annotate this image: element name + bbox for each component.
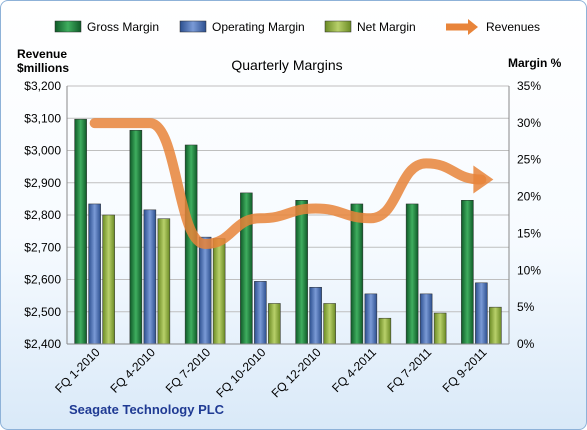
bar-gross-margin — [295, 200, 308, 345]
chart-title: Quarterly Margins — [231, 57, 342, 73]
legend-label-operating-margin: Operating Margin — [212, 20, 305, 34]
bar-net-margin — [102, 214, 115, 345]
right-tick-label: 30% — [517, 116, 541, 130]
bar-net-margin — [212, 238, 226, 345]
legend-swatch-operating-margin — [179, 20, 207, 33]
left-tick-label: $2,700 — [24, 240, 61, 254]
category-labels: FQ 1-2010 FQ 4-2010 FQ 7-2010 FQ 10-2010 FQ … — [52, 345, 489, 400]
bar-net-margin — [323, 303, 336, 345]
bar-gross-margin — [405, 203, 419, 345]
bar-operating-margin — [143, 209, 157, 345]
left-axis-ticks: $2,400 $2,500 $2,600 $2,700 $2,800 $2,900 $3,0… — [24, 79, 61, 351]
right-axis-label: Margin % — [508, 56, 562, 70]
right-tick-label: 15% — [517, 226, 541, 240]
legend-label-revenues: Revenues — [486, 20, 540, 34]
right-tick-label: 20% — [517, 190, 541, 204]
bar-operating-margin — [198, 236, 212, 345]
legend-swatch-gross-margin — [54, 20, 82, 33]
category-label: FQ 10-2010 — [213, 345, 268, 400]
category-label: FQ 7-2011 — [384, 345, 434, 395]
category-label: FQ 9-2011 — [440, 345, 490, 395]
left-tick-label: $2,500 — [24, 305, 61, 319]
category-label: FQ 1-2010 — [52, 345, 103, 396]
right-tick-label: 0% — [517, 337, 535, 351]
bar-net-margin — [489, 306, 502, 345]
bar-gross-margin — [74, 118, 87, 345]
category-label: FQ 7-2010 — [163, 345, 214, 396]
left-tick-label: $3,100 — [24, 111, 61, 125]
right-axis-ticks: 0% 5% 10% 15% 20% 25% 30% 35% — [517, 79, 541, 351]
bar-operating-margin — [475, 282, 488, 345]
bar-net-margin — [433, 312, 447, 345]
revenue-line — [89, 118, 494, 250]
category-label: FQ 12-2010 — [269, 345, 324, 400]
left-tick-label: $2,900 — [24, 176, 61, 190]
bar-operating-margin — [88, 203, 101, 345]
bar-operating-margin — [419, 293, 433, 345]
right-tick-label: 25% — [517, 153, 541, 167]
bars — [74, 118, 502, 345]
revenue-arrow-head — [473, 165, 494, 194]
category-label: FQ 4-2010 — [108, 345, 159, 396]
revenue-line-path — [89, 118, 487, 250]
bar-operating-margin — [309, 286, 322, 345]
right-tick-label: 10% — [517, 263, 541, 277]
left-tick-label: $3,000 — [24, 144, 61, 158]
bar-net-margin — [268, 303, 281, 345]
category-label: FQ 4-2011 — [329, 345, 379, 395]
bar-gross-margin — [461, 200, 474, 345]
legend-label-gross-margin: Gross Margin — [87, 20, 159, 34]
legend-arrow-revenues — [468, 19, 478, 35]
left-tick-label: $2,800 — [24, 208, 61, 222]
legend: Gross Margin Operating Margin Net Margin Re… — [54, 19, 540, 35]
left-axis-label-line1: Revenue — [17, 47, 67, 61]
bar-gross-margin — [350, 203, 364, 345]
right-tick-label: 35% — [517, 79, 541, 93]
left-tick-label: $2,400 — [24, 337, 61, 351]
legend-swatch-net-margin — [324, 20, 352, 33]
bar-net-margin — [378, 317, 392, 345]
company-name: Seagate Technology PLC — [69, 402, 225, 417]
bar-net-margin — [157, 218, 171, 345]
legend-label-net-margin: Net Margin — [357, 20, 416, 34]
bar-gross-margin — [129, 129, 143, 345]
left-axis-label-line2: $millions — [17, 61, 69, 75]
right-tick-label: 5% — [517, 300, 535, 314]
bar-operating-margin — [254, 281, 267, 345]
left-tick-label: $2,600 — [24, 273, 61, 287]
bar-operating-margin — [364, 293, 378, 345]
left-tick-label: $3,200 — [24, 79, 61, 93]
